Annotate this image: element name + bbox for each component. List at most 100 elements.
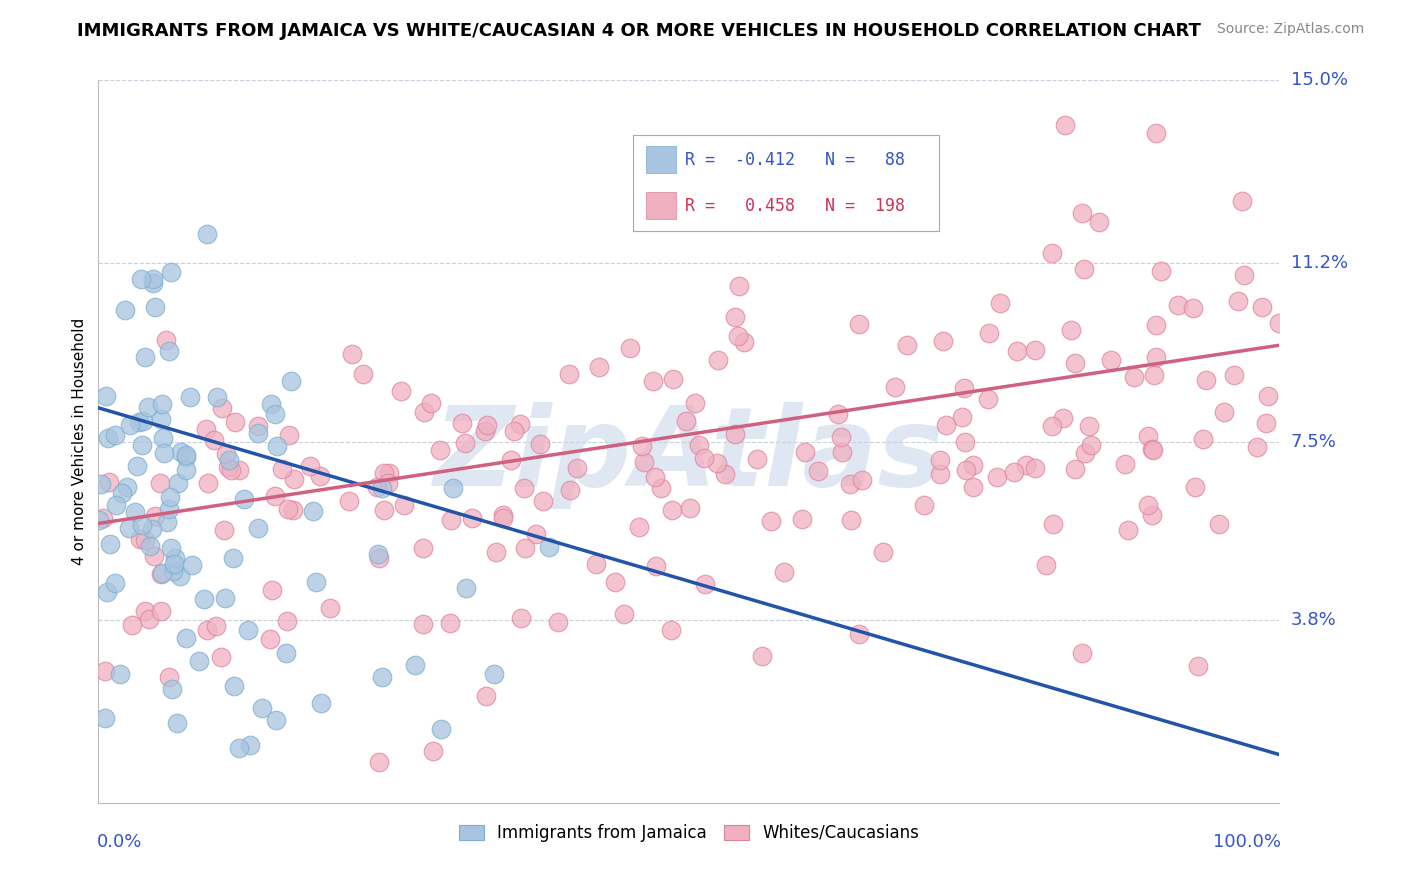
- Point: [693, 576, 716, 591]
- Point: [209, 650, 232, 665]
- Point: [727, 328, 749, 343]
- Point: [613, 607, 636, 622]
- Point: [239, 739, 262, 753]
- Point: [174, 631, 197, 645]
- Point: [150, 566, 173, 580]
- Point: [160, 541, 183, 556]
- Point: [412, 541, 434, 555]
- Point: [111, 486, 134, 500]
- Point: [246, 419, 269, 434]
- Point: [928, 467, 950, 481]
- Point: [371, 481, 394, 495]
- Point: [1208, 516, 1230, 531]
- Point: [211, 401, 233, 416]
- Point: [1142, 442, 1164, 457]
- Point: [215, 447, 238, 461]
- Point: [160, 265, 183, 279]
- Point: [565, 461, 588, 475]
- Point: [309, 697, 332, 711]
- Point: [538, 540, 561, 554]
- Point: [460, 510, 482, 524]
- Point: [830, 430, 852, 444]
- Point: [547, 615, 569, 629]
- Point: [193, 591, 215, 606]
- Point: [266, 438, 288, 452]
- Point: [266, 713, 288, 727]
- Point: [440, 513, 463, 527]
- Point: [1015, 458, 1038, 473]
- Point: [134, 604, 156, 618]
- Point: [165, 550, 187, 565]
- Point: [141, 522, 163, 536]
- Point: [419, 396, 441, 410]
- Point: [1078, 419, 1101, 434]
- Point: [204, 618, 226, 632]
- Point: [952, 381, 974, 395]
- Point: [340, 347, 363, 361]
- Point: [643, 374, 665, 388]
- Point: [1024, 343, 1046, 357]
- Point: [661, 371, 683, 385]
- Point: [1137, 498, 1160, 512]
- Point: [1246, 441, 1268, 455]
- Point: [94, 664, 117, 678]
- Point: [302, 504, 325, 518]
- Point: [807, 464, 830, 478]
- Point: [502, 424, 524, 438]
- Point: [155, 516, 177, 530]
- Point: [373, 503, 395, 517]
- Point: [950, 409, 973, 424]
- Point: [1059, 323, 1081, 337]
- Point: [263, 489, 285, 503]
- Point: [174, 463, 197, 477]
- Point: [277, 501, 299, 516]
- Point: [526, 527, 548, 541]
- Point: [773, 565, 796, 579]
- Point: [851, 474, 873, 488]
- FancyBboxPatch shape: [645, 146, 676, 173]
- Point: [450, 417, 472, 431]
- Point: [1184, 480, 1206, 494]
- Point: [499, 452, 522, 467]
- Point: [174, 448, 197, 462]
- Point: [1144, 126, 1167, 140]
- Point: [475, 417, 498, 432]
- Point: [157, 670, 180, 684]
- Point: [404, 657, 426, 672]
- Point: [430, 722, 453, 736]
- Point: [839, 513, 862, 527]
- Point: [283, 503, 305, 517]
- Point: [162, 564, 184, 578]
- Point: [142, 272, 165, 286]
- Point: [513, 481, 536, 495]
- Point: [97, 475, 120, 489]
- Point: [474, 689, 496, 703]
- Point: [149, 475, 172, 490]
- Point: [1232, 268, 1254, 282]
- Point: [377, 475, 399, 490]
- Point: [114, 302, 136, 317]
- Point: [745, 452, 768, 467]
- Point: [759, 514, 782, 528]
- Point: [955, 463, 977, 477]
- Point: [1230, 194, 1253, 209]
- Point: [150, 397, 173, 411]
- FancyBboxPatch shape: [645, 192, 676, 219]
- Point: [202, 433, 225, 447]
- Point: [263, 408, 285, 422]
- Point: [96, 389, 118, 403]
- Point: [167, 476, 190, 491]
- Point: [1054, 119, 1077, 133]
- Point: [120, 418, 142, 433]
- Point: [863, 211, 886, 225]
- Point: [928, 453, 950, 467]
- Point: [98, 536, 121, 550]
- Point: [588, 360, 610, 375]
- Point: [1071, 646, 1094, 660]
- Point: [1042, 517, 1064, 532]
- Point: [896, 338, 918, 352]
- Point: [1042, 419, 1064, 434]
- Point: [1144, 318, 1167, 333]
- Point: [724, 427, 747, 442]
- Text: R =  -0.412   N =   88: R = -0.412 N = 88: [685, 151, 905, 169]
